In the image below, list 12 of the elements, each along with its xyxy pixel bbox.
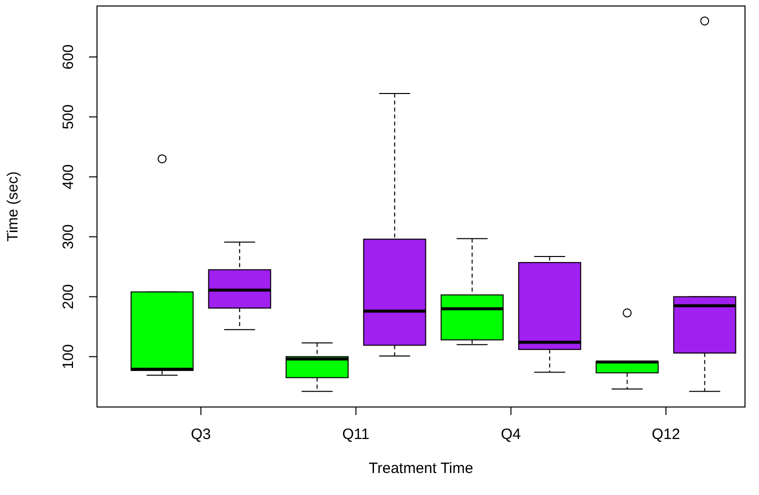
y-tick-label: 400 [60, 164, 77, 190]
y-tick-label: 600 [60, 44, 77, 70]
y-tick-label: 200 [60, 284, 77, 310]
y-axis-title: Time (sec) [4, 171, 22, 242]
y-tick-label: 300 [60, 224, 77, 250]
x-tick-label: Q4 [500, 426, 521, 443]
x-tick-label: Q11 [342, 426, 370, 443]
x-axis-title: Treatment Time [368, 460, 474, 477]
x-tick-label: Q3 [190, 426, 211, 443]
y-tick-label: 100 [60, 344, 77, 370]
y-tick-label: 500 [60, 104, 77, 130]
x-tick-label: Q12 [652, 426, 680, 443]
